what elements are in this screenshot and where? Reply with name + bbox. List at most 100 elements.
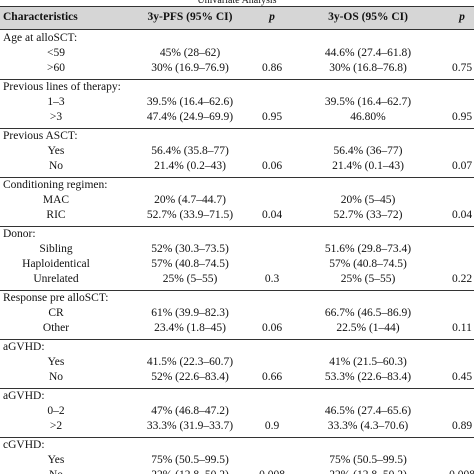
row-label: >60 <box>47 62 65 74</box>
pfs-cell: 23.4% (1.8–45) <box>154 322 226 334</box>
pfs-cell: 20% (4.7–44.7) <box>154 194 226 206</box>
pfs-p-value: 0.04 <box>261 209 283 221</box>
pfs-cell: 33.3% (31.9–33.7) <box>146 420 234 432</box>
group-separator <box>0 437 474 438</box>
os-cell: 25% (5–55) <box>340 273 396 285</box>
os-cell: 46.5% (27.4–65.6) <box>324 405 412 417</box>
os-p-value: 0.95 <box>451 111 473 123</box>
group-label: Conditioning regimen: <box>3 179 108 191</box>
row-label: CR <box>48 307 64 319</box>
group-label: Previous lines of therapy: <box>3 81 121 93</box>
row-label: No <box>48 371 64 383</box>
os-p-value: 0.04 <box>451 209 473 221</box>
pfs-p-value: 0.06 <box>261 160 283 172</box>
row-label: MAC <box>42 194 70 206</box>
os-cell: 21.4% (0.1–43) <box>332 160 404 172</box>
group-separator <box>0 177 474 178</box>
os-cell: 56.4% (36–77) <box>333 145 403 157</box>
pfs-cell: 52% (22.6–83.4) <box>151 371 229 383</box>
header-cell: 3y-PFS (95% CI) <box>147 11 233 23</box>
os-p-value: 0.89 <box>451 420 473 432</box>
os-p-value: 0.008 <box>449 468 474 474</box>
pfs-cell: 52% (30.3–73.5) <box>151 243 229 255</box>
row-label: No <box>49 468 63 474</box>
pfs-cell: 52.7% (33.9–71.5) <box>146 209 234 221</box>
os-p-value: 0.45 <box>451 371 473 383</box>
row-label: No <box>48 160 64 172</box>
pfs-p-value: 0.008 <box>259 468 285 474</box>
row-label: Haploidentical <box>22 258 90 270</box>
pfs-p-value: 0.86 <box>261 62 283 74</box>
pfs-cell: 21.4% (0.2–43) <box>154 160 226 172</box>
os-cell: 44.6% (27.4–61.8) <box>324 47 412 59</box>
os-cell: 22% (12.8–50.2) <box>329 468 407 474</box>
pfs-cell: 25% (5–55) <box>162 273 218 285</box>
row-label: Yes <box>47 356 65 368</box>
os-cell: 66.7% (46.5–86.9) <box>324 307 412 319</box>
row-label: 1–3 <box>47 96 65 108</box>
group-label: aGVHD: <box>3 390 45 402</box>
pfs-p-value: 0.3 <box>264 273 280 285</box>
group-separator <box>0 79 474 80</box>
os-cell: 75% (50.5–99.5) <box>329 454 407 466</box>
os-p-value: 0.07 <box>451 160 473 172</box>
os-cell: 33.3% (4.3–70.6) <box>327 420 409 432</box>
table-caption: Univariate Analysis <box>197 0 277 6</box>
pfs-cell: 41.5% (22.3–60.7) <box>146 356 234 368</box>
os-cell: 41% (21.5–60.3) <box>329 356 407 368</box>
pfs-p-value: 0.06 <box>261 322 283 334</box>
pfs-cell: 30% (16.9–76.9) <box>151 62 229 74</box>
row-label: RIC <box>46 209 66 221</box>
group-label: Donor: <box>3 228 36 240</box>
pfs-p-value: 0.95 <box>261 111 283 123</box>
os-cell: 30% (16.8–76.8) <box>329 62 407 74</box>
os-cell: 51.6% (29.8–73.4) <box>324 243 412 255</box>
header-cell: Characteristics <box>3 11 78 23</box>
pfs-cell: 56.4% (35.8–77) <box>151 145 229 157</box>
row-label: Other <box>42 322 70 334</box>
os-cell: 57% (40.8–74.5) <box>329 258 407 270</box>
row-label: Yes <box>47 454 65 466</box>
os-cell: 52.7% (33–72) <box>333 209 403 221</box>
group-separator <box>0 339 474 340</box>
group-label: Response pre alloSCT: <box>3 292 109 304</box>
group-label: aGVHD: <box>3 341 45 353</box>
pfs-p-value: 0.66 <box>261 371 283 383</box>
pfs-cell: 47% (46.8–47.2) <box>151 405 229 417</box>
group-label: Previous ASCT: <box>3 130 78 142</box>
group-separator <box>0 290 474 291</box>
group-separator <box>0 128 474 129</box>
group-label: cGVHD: <box>3 439 45 451</box>
os-p-value: 0.22 <box>451 273 473 285</box>
group-separator <box>0 388 474 389</box>
pfs-p-value: 0.9 <box>264 420 280 432</box>
header-cell: p <box>269 11 275 23</box>
header-cell: 3y-OS (95% CI) <box>328 11 408 23</box>
os-cell: 22.5% (1–44) <box>336 322 400 334</box>
row-label: >2 <box>49 420 63 432</box>
row-label: 0–2 <box>47 405 65 417</box>
os-cell: 46.80% <box>350 111 386 123</box>
pfs-cell: 39.5% (16.4–62.6) <box>146 96 234 108</box>
row-label: Yes <box>47 145 65 157</box>
row-label: Unrelated <box>33 273 79 285</box>
pfs-cell: 75% (50.5–99.5) <box>151 454 229 466</box>
pfs-cell: 45% (28–62) <box>159 47 221 59</box>
header-row <box>0 6 474 30</box>
pfs-cell: 47.4% (24.9–69.9) <box>146 111 234 123</box>
os-cell: 39.5% (16.4–62.7) <box>324 96 412 108</box>
pfs-cell: 61% (39.9–82.3) <box>151 307 229 319</box>
os-p-value: 0.11 <box>452 322 472 334</box>
group-label: Age at alloSCT: <box>3 32 78 44</box>
pfs-cell: 22% (12.8–50.2) <box>151 468 229 474</box>
row-label: <59 <box>47 47 65 59</box>
group-separator <box>0 226 474 227</box>
os-cell: 20% (5–45) <box>340 194 396 206</box>
row-label: Sibling <box>39 243 73 255</box>
os-cell: 53.3% (22.6–83.4) <box>324 371 412 383</box>
row-label: >3 <box>49 111 63 123</box>
os-p-value: 0.75 <box>451 62 473 74</box>
header-cell: p <box>459 11 465 23</box>
pfs-cell: 57% (40.8–74.5) <box>151 258 229 270</box>
